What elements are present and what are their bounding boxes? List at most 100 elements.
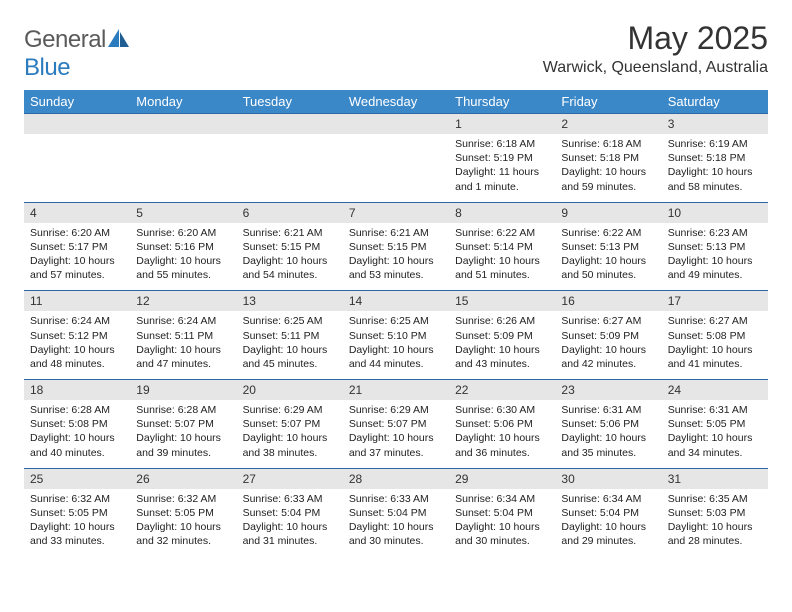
day-content-cell: Sunrise: 6:21 AMSunset: 5:15 PMDaylight:… bbox=[343, 223, 449, 291]
day-number: 17 bbox=[662, 291, 768, 311]
day-cell: 9 bbox=[555, 202, 661, 223]
day-text: Sunrise: 6:27 AMSunset: 5:08 PMDaylight:… bbox=[662, 311, 768, 379]
sunrise: Sunrise: 6:34 AM bbox=[455, 492, 549, 506]
day-content-cell: Sunrise: 6:30 AMSunset: 5:06 PMDaylight:… bbox=[449, 400, 555, 468]
day-content-cell: Sunrise: 6:18 AMSunset: 5:18 PMDaylight:… bbox=[555, 134, 661, 202]
day-number: 25 bbox=[24, 469, 130, 489]
sunset: Sunset: 5:04 PM bbox=[455, 506, 549, 520]
day-number: 9 bbox=[555, 203, 661, 223]
sunset: Sunset: 5:12 PM bbox=[30, 329, 124, 343]
day-number: 19 bbox=[130, 380, 236, 400]
day-text: Sunrise: 6:18 AMSunset: 5:19 PMDaylight:… bbox=[449, 134, 555, 202]
day-content-cell: Sunrise: 6:19 AMSunset: 5:18 PMDaylight:… bbox=[662, 134, 768, 202]
sunrise: Sunrise: 6:30 AM bbox=[455, 403, 549, 417]
day-cell: 24 bbox=[662, 380, 768, 401]
day-text: Sunrise: 6:32 AMSunset: 5:05 PMDaylight:… bbox=[130, 489, 236, 557]
dow-wednesday: Wednesday bbox=[343, 90, 449, 114]
day-content-cell bbox=[130, 134, 236, 202]
day-number: 31 bbox=[662, 469, 768, 489]
daylight: Daylight: 10 hours and 58 minutes. bbox=[668, 165, 762, 193]
calendar-page: GeneralBlue May 2025 Warwick, Queensland… bbox=[0, 0, 792, 576]
day-number: 23 bbox=[555, 380, 661, 400]
day-content-cell: Sunrise: 6:28 AMSunset: 5:08 PMDaylight:… bbox=[24, 400, 130, 468]
day-cell: 27 bbox=[237, 468, 343, 489]
day-number: 27 bbox=[237, 469, 343, 489]
week-daynum-row: 18192021222324 bbox=[24, 380, 768, 401]
day-number: 12 bbox=[130, 291, 236, 311]
daylight: Daylight: 10 hours and 39 minutes. bbox=[136, 431, 230, 459]
day-content-cell: Sunrise: 6:25 AMSunset: 5:11 PMDaylight:… bbox=[237, 311, 343, 379]
day-number: 22 bbox=[449, 380, 555, 400]
day-cell: 4 bbox=[24, 202, 130, 223]
sunset: Sunset: 5:05 PM bbox=[30, 506, 124, 520]
sunset: Sunset: 5:08 PM bbox=[668, 329, 762, 343]
day-content-cell: Sunrise: 6:20 AMSunset: 5:16 PMDaylight:… bbox=[130, 223, 236, 291]
sunset: Sunset: 5:09 PM bbox=[455, 329, 549, 343]
week-daynum-row: 123 bbox=[24, 114, 768, 135]
day-text: Sunrise: 6:21 AMSunset: 5:15 PMDaylight:… bbox=[237, 223, 343, 291]
daylight: Daylight: 11 hours and 1 minute. bbox=[455, 165, 549, 193]
calendar-table: Sunday Monday Tuesday Wednesday Thursday… bbox=[24, 90, 768, 556]
day-content-cell: Sunrise: 6:24 AMSunset: 5:12 PMDaylight:… bbox=[24, 311, 130, 379]
day-content-cell: Sunrise: 6:27 AMSunset: 5:08 PMDaylight:… bbox=[662, 311, 768, 379]
sail-icon bbox=[108, 29, 130, 47]
sunset: Sunset: 5:07 PM bbox=[136, 417, 230, 431]
day-content-cell: Sunrise: 6:34 AMSunset: 5:04 PMDaylight:… bbox=[555, 489, 661, 557]
day-cell: 29 bbox=[449, 468, 555, 489]
daylight: Daylight: 10 hours and 55 minutes. bbox=[136, 254, 230, 282]
day-number: 21 bbox=[343, 380, 449, 400]
day-number: 4 bbox=[24, 203, 130, 223]
day-cell: 23 bbox=[555, 380, 661, 401]
day-cell: 3 bbox=[662, 114, 768, 135]
day-cell: 20 bbox=[237, 380, 343, 401]
daylight: Daylight: 10 hours and 35 minutes. bbox=[561, 431, 655, 459]
day-cell: 2 bbox=[555, 114, 661, 135]
dow-saturday: Saturday bbox=[662, 90, 768, 114]
day-number bbox=[130, 114, 236, 134]
day-text: Sunrise: 6:23 AMSunset: 5:13 PMDaylight:… bbox=[662, 223, 768, 291]
day-cell: 19 bbox=[130, 380, 236, 401]
day-cell: 8 bbox=[449, 202, 555, 223]
sunrise: Sunrise: 6:18 AM bbox=[455, 137, 549, 151]
day-cell: 16 bbox=[555, 291, 661, 312]
month-title: May 2025 bbox=[543, 20, 768, 57]
sunset: Sunset: 5:10 PM bbox=[349, 329, 443, 343]
sunrise: Sunrise: 6:24 AM bbox=[30, 314, 124, 328]
daylight: Daylight: 10 hours and 48 minutes. bbox=[30, 343, 124, 371]
day-content-cell: Sunrise: 6:23 AMSunset: 5:13 PMDaylight:… bbox=[662, 223, 768, 291]
day-text: Sunrise: 6:28 AMSunset: 5:07 PMDaylight:… bbox=[130, 400, 236, 468]
day-number: 15 bbox=[449, 291, 555, 311]
sunset: Sunset: 5:18 PM bbox=[561, 151, 655, 165]
day-content-cell bbox=[343, 134, 449, 202]
day-cell: 12 bbox=[130, 291, 236, 312]
sunrise: Sunrise: 6:20 AM bbox=[30, 226, 124, 240]
dow-tuesday: Tuesday bbox=[237, 90, 343, 114]
day-number: 28 bbox=[343, 469, 449, 489]
sunset: Sunset: 5:09 PM bbox=[561, 329, 655, 343]
dow-thursday: Thursday bbox=[449, 90, 555, 114]
day-text: Sunrise: 6:22 AMSunset: 5:14 PMDaylight:… bbox=[449, 223, 555, 291]
day-cell: 14 bbox=[343, 291, 449, 312]
day-cell bbox=[237, 114, 343, 135]
daylight: Daylight: 10 hours and 34 minutes. bbox=[668, 431, 762, 459]
day-cell: 21 bbox=[343, 380, 449, 401]
day-cell: 11 bbox=[24, 291, 130, 312]
day-content-cell: Sunrise: 6:22 AMSunset: 5:13 PMDaylight:… bbox=[555, 223, 661, 291]
sunrise: Sunrise: 6:26 AM bbox=[455, 314, 549, 328]
sunrise: Sunrise: 6:20 AM bbox=[136, 226, 230, 240]
day-content-cell: Sunrise: 6:22 AMSunset: 5:14 PMDaylight:… bbox=[449, 223, 555, 291]
day-number: 11 bbox=[24, 291, 130, 311]
day-text: Sunrise: 6:34 AMSunset: 5:04 PMDaylight:… bbox=[555, 489, 661, 557]
day-number: 18 bbox=[24, 380, 130, 400]
day-text: Sunrise: 6:32 AMSunset: 5:05 PMDaylight:… bbox=[24, 489, 130, 557]
sunrise: Sunrise: 6:18 AM bbox=[561, 137, 655, 151]
day-number: 2 bbox=[555, 114, 661, 134]
sunrise: Sunrise: 6:28 AM bbox=[30, 403, 124, 417]
sunset: Sunset: 5:11 PM bbox=[136, 329, 230, 343]
week-content-row: Sunrise: 6:24 AMSunset: 5:12 PMDaylight:… bbox=[24, 311, 768, 379]
sunset: Sunset: 5:13 PM bbox=[561, 240, 655, 254]
day-text: Sunrise: 6:27 AMSunset: 5:09 PMDaylight:… bbox=[555, 311, 661, 379]
daylight: Daylight: 10 hours and 40 minutes. bbox=[30, 431, 124, 459]
logo-general: General bbox=[24, 26, 106, 53]
day-content-cell: Sunrise: 6:20 AMSunset: 5:17 PMDaylight:… bbox=[24, 223, 130, 291]
